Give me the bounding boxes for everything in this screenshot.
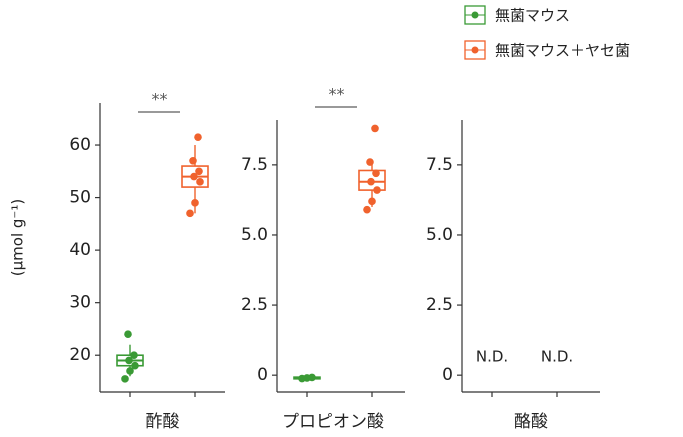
significance-label: ** — [152, 90, 168, 109]
x-axis-title: プロピオン酸 — [282, 412, 384, 432]
y-tick-label: 30 — [69, 293, 91, 313]
y-tick-label: 0 — [257, 365, 268, 385]
significance-label: ** — [329, 85, 345, 104]
data-point — [130, 351, 138, 360]
legend-label: 無菌マウス — [495, 7, 570, 25]
y-tick-label: 20 — [69, 345, 91, 365]
y-tick-label: 2.5 — [426, 295, 453, 315]
y-tick-label: 0 — [442, 365, 453, 385]
data-point — [366, 158, 374, 166]
data-point — [186, 209, 194, 218]
data-point — [367, 177, 375, 186]
data-point — [196, 178, 204, 186]
data-point — [121, 375, 129, 383]
data-point — [126, 367, 134, 375]
value-label: N.D. — [541, 348, 573, 366]
data-point — [124, 330, 132, 339]
data-point — [189, 157, 197, 165]
legend-label: 無菌マウス＋ヤセ菌 — [495, 42, 630, 60]
data-point — [371, 124, 379, 133]
y-axis-title: (μmol g⁻¹) — [9, 199, 27, 276]
x-axis-title: 酪酸 — [514, 412, 548, 432]
data-point — [191, 199, 199, 207]
data-point — [190, 172, 198, 181]
data-point — [195, 167, 203, 176]
y-tick-label: 7.5 — [241, 155, 268, 175]
y-tick-label: 40 — [69, 240, 91, 260]
data-point — [368, 197, 376, 206]
data-point — [363, 205, 371, 214]
data-point — [125, 356, 133, 365]
y-tick-label: 60 — [69, 135, 91, 155]
y-tick-label: 5.0 — [241, 225, 268, 245]
y-tick-label: 5.0 — [426, 225, 453, 245]
x-axis-title: 酢酸 — [146, 412, 180, 432]
data-point — [194, 133, 202, 141]
y-tick-label: 50 — [69, 188, 91, 208]
y-tick-label: 7.5 — [426, 155, 453, 175]
legend-swatch — [471, 46, 479, 54]
data-point — [372, 169, 380, 178]
data-point — [131, 361, 139, 370]
value-label: N.D. — [476, 348, 508, 366]
legend-swatch — [471, 11, 479, 19]
y-tick-label: 2.5 — [241, 295, 268, 315]
data-point — [308, 373, 316, 382]
data-point — [373, 186, 381, 194]
